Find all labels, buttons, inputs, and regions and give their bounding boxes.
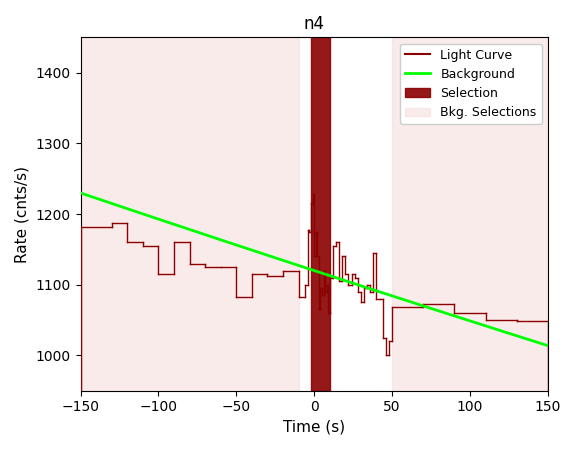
Bar	[311, 37, 329, 391]
Legend: Light Curve, Background, Selection, Bkg. Selections: Light Curve, Background, Selection, Bkg.…	[400, 44, 541, 124]
Title: n4: n4	[304, 15, 325, 33]
Bar	[81, 37, 298, 391]
X-axis label: Time (s): Time (s)	[283, 420, 345, 435]
Bar	[392, 37, 548, 391]
Y-axis label: Rate (cnts/s): Rate (cnts/s)	[15, 166, 30, 262]
